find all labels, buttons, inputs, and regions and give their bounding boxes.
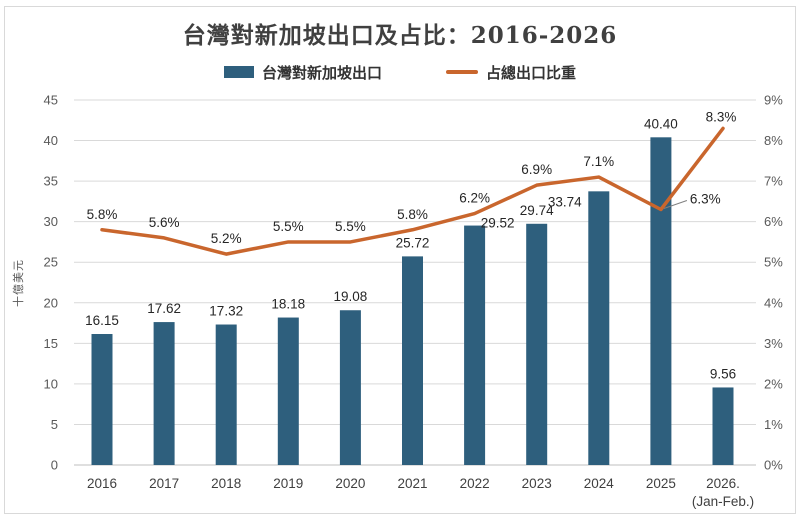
line-value-label: 5.5%	[273, 219, 304, 234]
x-axis-label: 2018	[211, 476, 241, 491]
line-value-label: 7.1%	[583, 154, 614, 169]
bar-value-label: 29.52	[481, 216, 515, 231]
bar-2019	[277, 317, 299, 465]
bar-value-label: 19.08	[334, 289, 368, 304]
bar-2018	[215, 324, 237, 465]
bar-value-label: 25.72	[396, 235, 430, 250]
right-axis-tick: 5%	[764, 255, 783, 270]
right-axis-tick: 1%	[764, 417, 783, 432]
right-axis-tick: 0%	[764, 458, 783, 473]
left-axis-tick: 10	[44, 376, 58, 391]
right-axis-tick: 8%	[764, 133, 783, 148]
left-axis-tick: 40	[44, 133, 58, 148]
right-axis-tick: 9%	[764, 93, 783, 108]
chart-title: 台灣對新加坡出口及占比：2016-2026	[182, 22, 618, 49]
line-series-swatch-icon	[446, 70, 478, 74]
legend-label-share: 占總出口比重	[486, 63, 577, 82]
line-value-label: 6.3%	[690, 192, 721, 207]
chart-legend: 台灣對新加坡出口 占總出口比重	[0, 60, 800, 84]
line-value-label: 8.3%	[706, 109, 737, 124]
left-axis-tick: 45	[44, 93, 58, 108]
bar-2016	[91, 334, 113, 465]
bar-2023	[526, 223, 548, 465]
share-line-series	[100, 126, 725, 256]
bar-2020	[339, 310, 361, 465]
x-axis-label: 2025	[646, 476, 676, 491]
bar-2026	[712, 387, 734, 465]
bar-value-label: 17.62	[147, 301, 181, 316]
x-axis-label: 2016	[87, 476, 117, 491]
left-axis-tick: 15	[44, 336, 58, 351]
x-axis-label: 2026. (Jan-Feb.)	[692, 476, 754, 509]
line-value-label: 5.2%	[211, 231, 242, 246]
x-axis-label: 2019	[273, 476, 303, 491]
bar-2024	[588, 191, 610, 465]
legend-item-share: 占總出口比重	[446, 62, 576, 83]
bar-2025	[650, 137, 672, 466]
bar-value-label: 29.74	[520, 203, 554, 218]
x-axis-label: 2023	[522, 476, 552, 491]
x-axis-label: 2021	[397, 476, 427, 491]
bar-2017	[153, 322, 175, 465]
left-axis-tick: 20	[44, 295, 58, 310]
x-axis-label: 2024	[584, 476, 615, 491]
legend-label-exports: 台灣對新加坡出口	[261, 63, 382, 82]
left-axis-tick: 25	[44, 255, 58, 270]
line-value-label: 5.6%	[149, 215, 180, 230]
left-axis-title: 十億美元	[11, 259, 25, 307]
bar-2021	[402, 256, 423, 465]
bar-value-label: 40.40	[644, 116, 678, 131]
right-axis-tick: 3%	[764, 336, 783, 351]
line-value-label: 5.8%	[397, 207, 428, 222]
line-value-label: 6.9%	[521, 162, 552, 177]
bar-value-label: 9.56	[710, 366, 736, 381]
right-axis-tick: 7%	[764, 174, 783, 189]
bar-value-label: 16.15	[85, 313, 119, 328]
callout-leader-line	[663, 200, 688, 209]
right-axis-tick: 4%	[764, 295, 783, 310]
chart-border	[4, 6, 796, 514]
x-axis-label: 2017	[149, 476, 179, 491]
bar-value-label: 18.18	[271, 297, 305, 312]
left-axis-tick: 5	[51, 417, 58, 432]
right-axis-tick: 2%	[764, 376, 783, 391]
legend-item-exports: 台灣對新加坡出口	[223, 62, 382, 83]
line-value-label: 5.5%	[335, 219, 366, 234]
line-value-label: 6.2%	[459, 191, 490, 206]
x-axis-label: 2022	[460, 476, 490, 491]
bar-value-label: 33.74	[548, 194, 582, 209]
bar-2022	[464, 225, 486, 465]
x-axis-label: 2020	[335, 476, 365, 491]
line-value-label: 5.8%	[87, 207, 118, 222]
left-axis-tick: 0	[51, 458, 58, 473]
left-axis-tick: 35	[44, 174, 58, 189]
bar-series-swatch-icon	[223, 66, 254, 78]
left-axis-tick: 30	[44, 214, 58, 229]
right-axis-tick: 6%	[764, 214, 783, 229]
bar-value-label: 17.32	[209, 304, 243, 319]
